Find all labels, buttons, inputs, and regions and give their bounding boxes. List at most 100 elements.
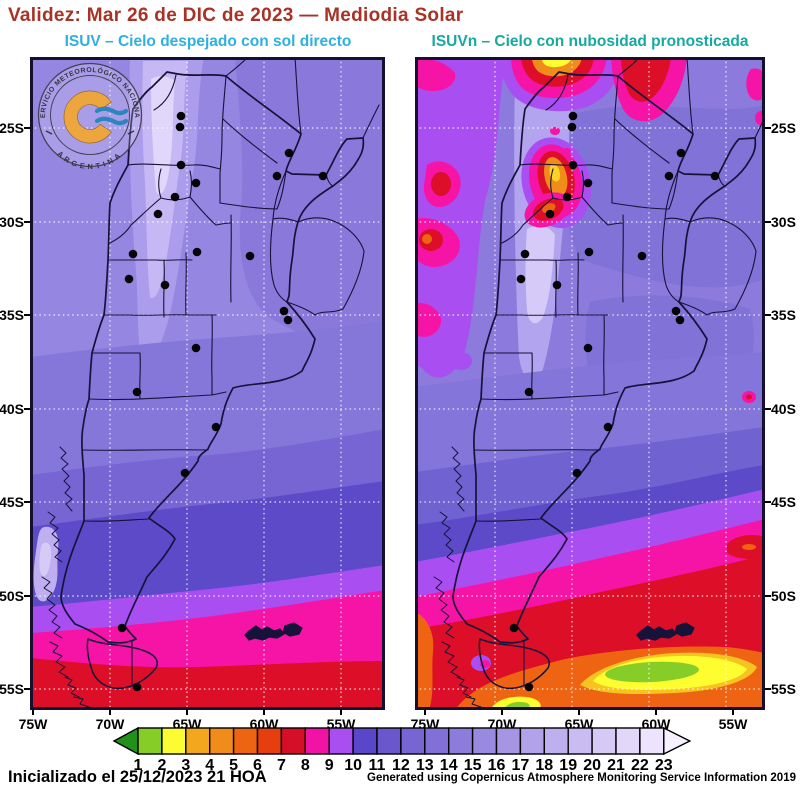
colorbar-segment <box>567 727 593 755</box>
colorbar-tick-label: 1 <box>134 757 143 774</box>
colorbar-segment <box>424 727 450 755</box>
colorbar-segment <box>519 727 546 755</box>
colorbar-segment <box>591 727 617 755</box>
colorbar-tick-label: 23 <box>655 757 673 774</box>
lat-tick-mark <box>765 501 771 504</box>
colorbar-tick-label: 2 <box>157 757 166 774</box>
colorbar-segment <box>495 727 522 755</box>
colorbar-segment <box>280 727 306 755</box>
isuv-map: SERVICIO METEOROLÓGICO NACIONAL ARGENTIN… <box>30 57 385 710</box>
lat-tick-mark <box>24 407 30 410</box>
left-map-title: ISUV – Cielo despejado con sol directo <box>64 33 352 50</box>
colorbar-below-min-arrow <box>112 726 139 756</box>
colorbar-tick-label: 14 <box>440 757 458 774</box>
lat-tick-label: 55S <box>771 681 796 698</box>
map-frame <box>30 57 385 710</box>
isuvn-map <box>415 57 765 710</box>
lon-tick-label: 70W <box>95 716 125 732</box>
lat-tick-mark <box>24 501 30 504</box>
lat-tick-label: 45S <box>0 494 24 511</box>
colorbar-tick-label: 5 <box>229 757 238 774</box>
lon-tick-mark <box>655 710 657 715</box>
lon-tick-mark <box>109 710 111 715</box>
colorbar-segment <box>376 727 402 755</box>
colorbar-tick-label: 20 <box>583 757 601 774</box>
lat-tick-label: 30S <box>0 213 24 230</box>
colorbar-tick-label: 12 <box>392 757 410 774</box>
colorbar-segment <box>256 727 283 755</box>
colorbar-segment <box>208 727 235 755</box>
lat-tick-mark <box>765 407 771 410</box>
colorbar-segment <box>328 727 354 755</box>
colorbar-segment <box>400 727 426 755</box>
lat-tick-mark <box>24 688 30 691</box>
colorbar-tick-label: 7 <box>277 757 286 774</box>
colorbar-tick-label: 13 <box>416 757 434 774</box>
lon-tick-mark <box>578 710 580 715</box>
lon-tick-label: 75W <box>18 716 48 732</box>
right-map-title: ISUVn – Cielo con nubosidad pronosticada <box>431 33 749 50</box>
lat-tick-mark <box>765 127 771 130</box>
lon-tick-mark <box>263 710 265 715</box>
colorbar-tick-label: 11 <box>369 757 386 774</box>
lon-tick-mark <box>32 710 34 715</box>
colorbar-tick-label: 21 <box>607 757 625 774</box>
lat-tick-label: 55S <box>0 681 24 698</box>
colorbar-segment <box>471 727 498 755</box>
lat-tick-label: 35S <box>771 307 796 324</box>
colorbar-tick-label: 18 <box>535 757 553 774</box>
lat-tick-mark <box>765 688 771 691</box>
smn-logo-c-shape <box>63 90 112 144</box>
colorbar-segment <box>304 727 330 755</box>
lat-tick-label: 25S <box>771 120 796 137</box>
lat-tick-label: 45S <box>771 494 796 511</box>
colorbar-segment <box>232 727 259 755</box>
colorbar-tick-label: 15 <box>464 757 482 774</box>
colorbar-segment <box>185 727 211 755</box>
colorbar-above-max-arrow <box>663 726 692 756</box>
colorbar-segment <box>137 727 163 755</box>
map-frame <box>415 57 765 710</box>
colorbar-tick-label: 16 <box>488 757 506 774</box>
lon-tick-label: 55W <box>718 716 748 732</box>
lat-tick-label: 25S <box>0 120 24 137</box>
lat-tick-label: 35S <box>0 307 24 324</box>
colorbar-tick-label: 8 <box>301 757 310 774</box>
lat-tick-mark <box>765 594 771 597</box>
colorbar-tick-label: 22 <box>631 757 649 774</box>
lat-tick-mark <box>24 314 30 317</box>
uv-index-colorbar: 1 2 3 4 5 6 7 8 9 10 11 12 13 14 15 16 17 18 19 20 21 22 23 <box>0 724 800 776</box>
lat-tick-label: 50S <box>0 587 24 604</box>
colorbar-segment <box>448 727 474 755</box>
lat-tick-mark <box>24 594 30 597</box>
colorbar-svg: 1 2 3 4 5 6 7 8 9 10 11 12 13 14 15 16 17 18 19 20 21 22 23 <box>112 726 692 774</box>
colorbar-tick-label: 9 <box>325 757 334 774</box>
lon-tick-mark <box>732 710 734 715</box>
colorbar-segment <box>639 727 665 755</box>
lat-tick-label: 30S <box>771 213 796 230</box>
lon-tick-mark <box>501 710 503 715</box>
colorbar-segment <box>543 727 569 755</box>
lat-tick-mark <box>765 220 771 223</box>
lon-tick-mark <box>186 710 188 715</box>
colorbar-tick-label: 17 <box>512 757 530 774</box>
map-panel-isuv: SERVICIO METEOROLÓGICO NACIONAL ARGENTIN… <box>0 57 385 732</box>
lat-tick-label: 40S <box>771 400 796 417</box>
smn-logo-waves <box>94 106 129 126</box>
colorbar-tick-label: 19 <box>559 757 577 774</box>
lat-tick-mark <box>24 220 30 223</box>
lat-tick-mark <box>24 127 30 130</box>
lon-tick-mark <box>424 710 426 715</box>
colorbar-segment <box>615 727 641 755</box>
colorbar-tick-label: 3 <box>181 757 190 774</box>
lat-tick-mark <box>765 314 771 317</box>
colorbar-segment <box>161 727 187 755</box>
init-time-text: Inicializado el 25/12/2023 21 HOA <box>8 768 267 786</box>
lat-tick-label: 50S <box>771 587 796 604</box>
lon-tick-mark <box>340 710 342 715</box>
lat-tick-label: 40S <box>0 400 24 417</box>
colorbar-tick-label: 4 <box>205 757 214 774</box>
colorbar-tick-label: 6 <box>253 757 262 774</box>
colorbar-segment <box>352 727 378 755</box>
